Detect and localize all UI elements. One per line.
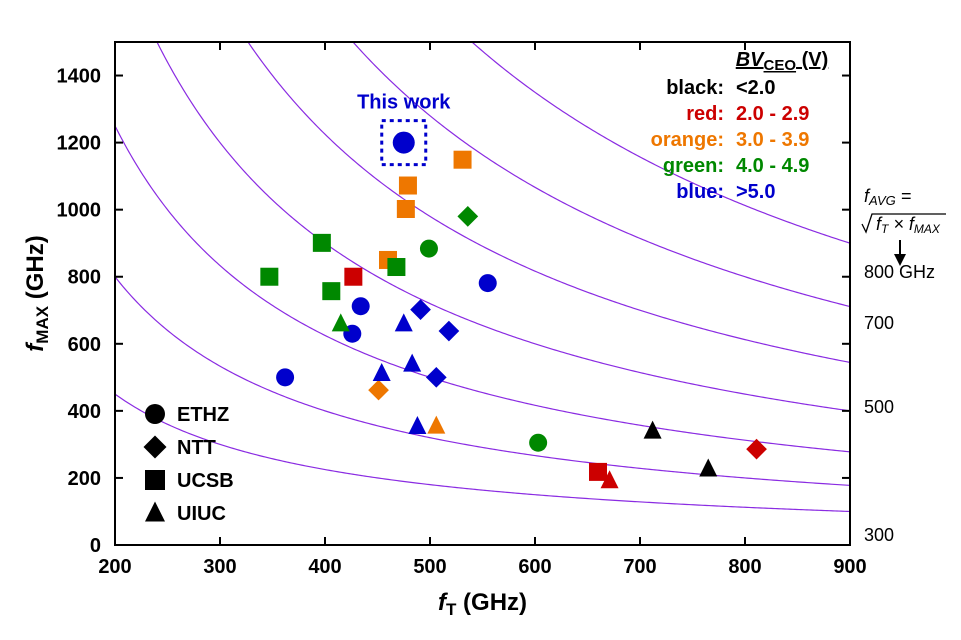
svg-text:800: 800 [68,267,101,289]
svg-text:700: 700 [623,556,656,578]
svg-text:UCSB: UCSB [177,470,234,492]
svg-text:0: 0 [90,535,101,557]
svg-text:600: 600 [68,334,101,356]
svg-text:fT × fMAX: fT × fMAX [876,214,941,236]
svg-text:1200: 1200 [57,133,102,155]
svg-text:900: 900 [833,556,866,578]
svg-text:<2.0: <2.0 [736,77,775,99]
svg-text:This work: This work [357,92,451,114]
svg-text:fAVG =: fAVG = [864,186,911,208]
svg-text:blue:: blue: [676,181,724,203]
svg-text:200: 200 [98,556,131,578]
svg-text:3.0 - 3.9: 3.0 - 3.9 [736,129,809,151]
svg-text:500: 500 [413,556,446,578]
svg-text:fT (GHz): fT (GHz) [438,589,527,619]
svg-text:>5.0: >5.0 [736,181,775,203]
svg-text:1000: 1000 [57,200,102,222]
svg-text:500: 500 [864,397,894,417]
svg-text:ETHZ: ETHZ [177,404,229,426]
svg-text:700: 700 [864,313,894,333]
svg-text:300: 300 [203,556,236,578]
svg-text:UIUC: UIUC [177,503,226,525]
svg-text:NTT: NTT [177,437,216,459]
svg-text:4.0 - 4.9: 4.0 - 4.9 [736,155,809,177]
svg-text:black:: black: [666,77,724,99]
scatter-chart: This work2003004005006007008009000200400… [0,0,961,640]
svg-text:300: 300 [864,525,894,545]
svg-text:800: 800 [728,556,761,578]
plot-svg: This work2003004005006007008009000200400… [0,0,961,640]
svg-text:600: 600 [518,556,551,578]
svg-text:orange:: orange: [651,129,724,151]
svg-text:1400: 1400 [57,66,102,88]
svg-text:400: 400 [68,401,101,423]
svg-text:400: 400 [308,556,341,578]
svg-text:red:: red: [686,103,724,125]
svg-text:BVCEO (V): BVCEO (V) [736,49,829,74]
svg-text:green:: green: [663,155,724,177]
svg-text:fMAX (GHz): fMAX (GHz) [22,235,52,351]
svg-text:2.0 - 2.9: 2.0 - 2.9 [736,103,809,125]
svg-text:200: 200 [68,468,101,490]
